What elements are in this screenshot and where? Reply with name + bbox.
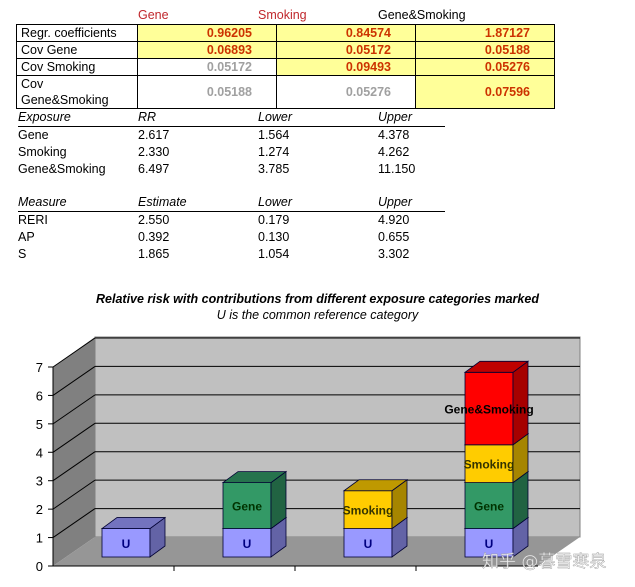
cell: 0.05188 [415, 41, 555, 59]
segment-label: Gene [474, 500, 504, 514]
y-tick-label: 5 [36, 417, 43, 432]
cell: 0.09493 [276, 58, 416, 76]
table-header: Exposure RR Lower Upper [18, 109, 445, 127]
cell: 0.84574 [276, 24, 416, 42]
y-tick-label: 0 [36, 559, 43, 574]
chart-side-wall [53, 337, 95, 566]
header-cell: Measure [18, 195, 67, 209]
row-label: Cov Smoking [16, 58, 138, 76]
chart-floor [53, 537, 580, 566]
cell: 1.865 [138, 247, 170, 261]
cell: 6.497 [138, 162, 170, 176]
y-tick-label: 7 [36, 360, 43, 375]
header-cell: Upper [378, 195, 413, 209]
cell: 0.05276 [276, 75, 416, 109]
cell: 0.05188 [137, 75, 277, 109]
cell: 0.392 [138, 230, 170, 244]
cell: Gene [18, 128, 49, 142]
header-cell: Lower [258, 195, 293, 209]
cell: Smoking [18, 145, 67, 159]
segment-label: U [122, 537, 131, 551]
y-axis-ticks: 0 1 2 3 4 5 6 7 [36, 360, 417, 574]
table-row: AP 0.392 0.130 0.655 [18, 229, 445, 246]
cell: 0.130 [258, 230, 290, 244]
chart-subtitle: U is the common reference category [216, 308, 419, 322]
header-cell: Exposure [18, 110, 71, 124]
segment-label: U [364, 537, 373, 551]
cell: 0.07596 [415, 75, 555, 109]
cell: RERI [18, 213, 48, 227]
coef-col-header-smoking: Smoking [258, 8, 307, 22]
cell: 4.262 [378, 145, 410, 159]
cell: 2.550 [138, 213, 170, 227]
header-cell: Lower [258, 110, 293, 124]
cell: 0.06893 [137, 41, 277, 59]
chart-title: Relative risk with contributions from di… [96, 292, 539, 306]
exposure-table: Exposure RR Lower Upper Gene 2.617 1.564… [18, 109, 445, 178]
cell: Gene&Smoking [18, 162, 106, 176]
coef-col-header-gene-smoking: Gene&Smoking [378, 8, 466, 22]
table-row: Cov Gene&Smoking 0.05188 0.05276 0.07596 [16, 75, 555, 109]
coefficients-table: Regr. coefficients 0.96205 0.84574 1.871… [16, 24, 555, 109]
cell: 4.378 [378, 128, 410, 142]
cell: 1.054 [258, 247, 290, 261]
bar-segment-smoking: Smoking [343, 478, 409, 530]
segment-label: U [243, 537, 252, 551]
row-label: Regr. coefficients [16, 24, 138, 42]
table-row: Smoking 2.330 1.274 4.262 [18, 144, 445, 161]
cell: AP [18, 230, 35, 244]
y-tick-label: 2 [36, 502, 43, 517]
header-cell: RR [138, 110, 157, 124]
bar-segment-u: U [100, 516, 167, 558]
cell: 11.150 [378, 162, 416, 176]
table-row: Regr. coefficients 0.96205 0.84574 1.871… [16, 24, 555, 42]
segment-label: Gene&Smoking [444, 403, 533, 417]
cell: 0.179 [258, 213, 290, 227]
cell: 3.785 [258, 162, 290, 176]
table-row: Gene&Smoking 6.497 3.785 11.150 [18, 161, 445, 178]
table-row: Cov Gene 0.06893 0.05172 0.05188 [16, 41, 555, 59]
cell: 3.302 [378, 247, 410, 261]
table-row: S 1.865 1.054 3.302 [18, 246, 445, 263]
measure-table: Measure Estimate Lower Upper RERI 2.550 … [18, 194, 445, 263]
cell: 0.05172 [276, 41, 416, 59]
table-row: RERI 2.550 0.179 4.920 [18, 212, 445, 229]
cell: 0.96205 [137, 24, 277, 42]
cell: 0.655 [378, 230, 410, 244]
bars: U U Gene U Smoking U Gene Smoking Gene&Smoking [100, 360, 534, 558]
cell: 1.274 [258, 145, 290, 159]
table-row: Cov Smoking 0.05172 0.09493 0.05276 [16, 58, 555, 76]
cell: S [18, 247, 27, 261]
cell: 1.564 [258, 128, 290, 142]
row-label: Cov Gene&Smoking [16, 75, 138, 109]
header-cell: Upper [378, 110, 413, 124]
segment-label: Smoking [464, 458, 515, 472]
watermark: 知乎 @暮雪寒泉 [482, 552, 606, 572]
segment-label: U [485, 537, 494, 551]
bar-segment-gene: Gene [221, 470, 288, 530]
cell: 2.330 [138, 145, 170, 159]
cell: 4.920 [378, 213, 410, 227]
y-tick-label: 4 [36, 445, 43, 460]
y-tick-label: 6 [36, 388, 43, 403]
cell: 2.617 [138, 128, 170, 142]
y-tick-label: 1 [36, 531, 43, 546]
coef-col-header-gene: Gene [138, 8, 169, 22]
bar-segment-gene-smoking: Gene&Smoking [444, 360, 534, 446]
cell: 1.87127 [415, 24, 555, 42]
y-tick-label: 3 [36, 474, 43, 489]
segment-label: Smoking [343, 504, 394, 518]
table-row: Gene 2.617 1.564 4.378 [18, 127, 445, 144]
header-cell: Estimate [138, 195, 187, 209]
table-header: Measure Estimate Lower Upper [18, 194, 445, 212]
segment-label: Gene [232, 500, 262, 514]
